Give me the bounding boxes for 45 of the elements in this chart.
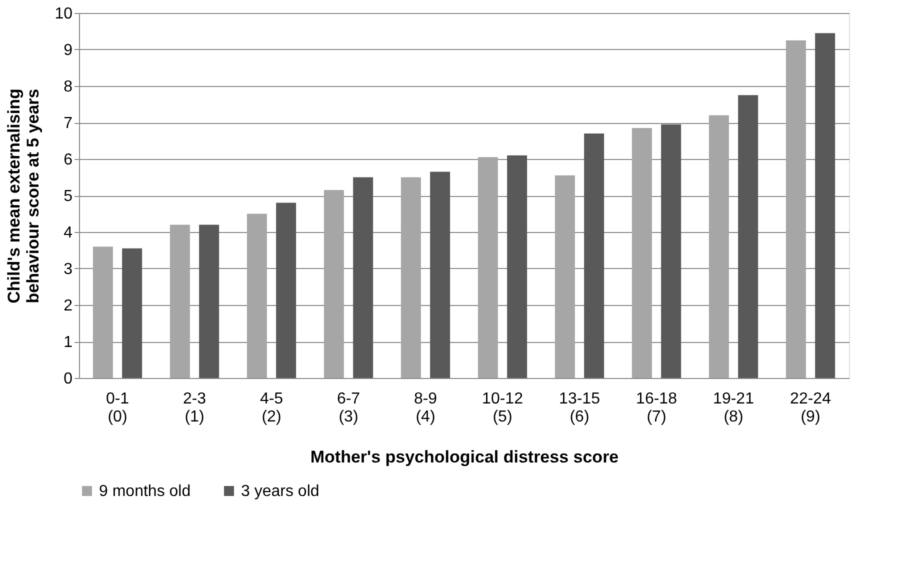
bar xyxy=(478,157,498,378)
bar xyxy=(815,33,836,378)
bar xyxy=(708,115,729,378)
legend-label: 3 years old xyxy=(241,483,320,500)
x-tick-label: 0-1 (0) xyxy=(106,390,130,426)
y-tick-label: 1 xyxy=(64,334,73,351)
bar xyxy=(170,224,190,378)
bar xyxy=(786,40,806,378)
x-tick-label: 10-12 (5) xyxy=(482,390,524,426)
y-tick-label: 4 xyxy=(64,224,73,242)
bar xyxy=(246,214,267,378)
bar xyxy=(661,124,682,378)
y-tick-label: 9 xyxy=(64,42,73,59)
bar xyxy=(400,177,421,378)
y-tick-label: 6 xyxy=(64,152,73,168)
bar xyxy=(122,248,142,378)
x-tick-label: 22-24 (9) xyxy=(790,390,832,426)
x-tick-label: 19-21 (8) xyxy=(713,390,754,426)
x-tick-label: 6-7 (3) xyxy=(336,390,360,426)
x-axis-title: Mother's psychological distress score xyxy=(310,448,619,466)
bar xyxy=(353,177,374,378)
bar xyxy=(430,172,450,378)
x-tick-label: 13-15 (6) xyxy=(559,390,600,426)
y-tick-label: 0 xyxy=(64,370,73,388)
bar xyxy=(738,95,758,378)
y-tick-label: 8 xyxy=(64,78,73,96)
bar xyxy=(584,133,604,378)
y-tick-label: 3 xyxy=(64,261,73,278)
legend-label: 9 months old xyxy=(99,483,191,500)
y-tick-label: 2 xyxy=(64,298,73,314)
x-tick-label: 16-18 (7) xyxy=(636,390,678,426)
x-tick-label: 4-5 (2) xyxy=(260,390,284,426)
y-axis-title: Child's mean externalising behaviour score at 5 years xyxy=(4,88,43,304)
bar xyxy=(324,190,344,378)
y-tick-label: 7 xyxy=(64,115,73,132)
y-tick-label: 10 xyxy=(54,6,73,22)
x-tick-label: 8-9 (4) xyxy=(414,390,438,426)
bar xyxy=(92,246,113,378)
x-tick-label: 2-3 (1) xyxy=(182,390,206,426)
bar xyxy=(632,128,652,378)
bar xyxy=(554,175,575,378)
bar xyxy=(199,224,220,378)
bar xyxy=(507,155,528,378)
y-tick-label: 5 xyxy=(64,188,73,205)
bar xyxy=(276,202,296,378)
